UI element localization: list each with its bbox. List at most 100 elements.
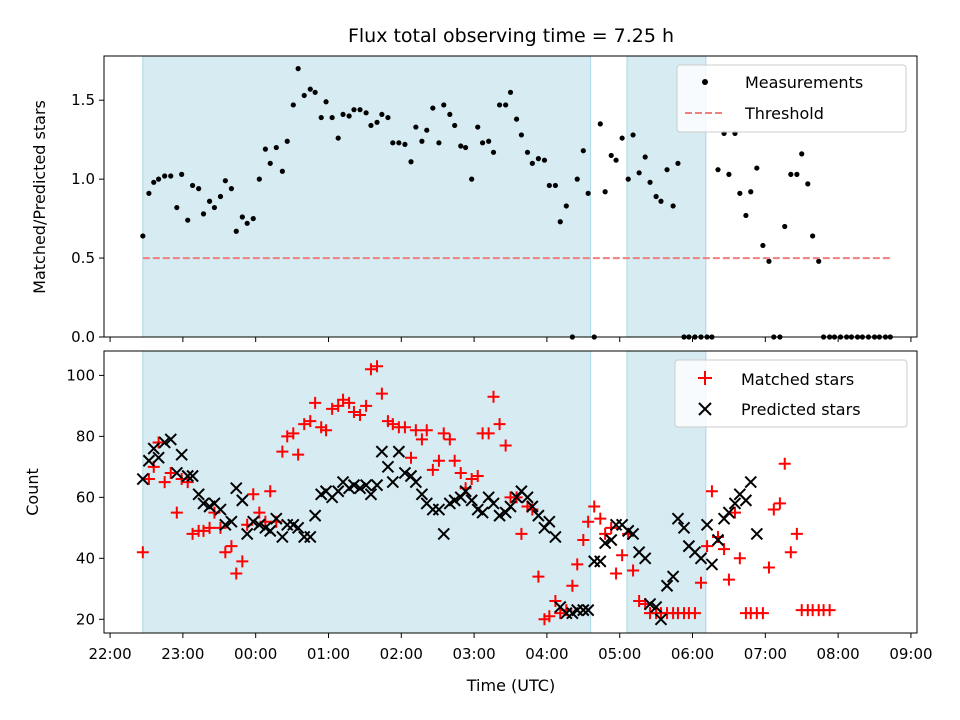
measurement-point (200, 211, 207, 217)
predicted-star-point (392, 445, 406, 458)
measurement-point (475, 124, 481, 130)
matched-star-point (705, 485, 718, 498)
measurement-point (490, 149, 497, 155)
measurement-point (140, 233, 146, 239)
predicted-star-point (605, 533, 618, 547)
x-tick-label: 04:00 (525, 645, 568, 663)
predicted-star-point (398, 466, 412, 480)
matched-star-point (543, 610, 556, 623)
measurement-point (563, 203, 569, 209)
top-legend-box (676, 64, 907, 133)
predicted-star-point (654, 613, 668, 626)
matched-star-point (701, 540, 714, 553)
matched-star-point (230, 567, 243, 580)
measurement-point (441, 102, 447, 108)
measurement-point (340, 111, 346, 118)
y-tick-label: 80 (76, 427, 95, 445)
predicted-star-point (142, 454, 156, 467)
measurement-point (408, 159, 414, 165)
measurement-point (766, 258, 772, 264)
matched-star-point (432, 454, 445, 467)
matched-star-point (566, 579, 579, 592)
predicted-star-point (164, 433, 177, 446)
measurement-point (580, 148, 586, 154)
top-y-axis: 0.0 0.5 1.0 1.5 (71, 91, 104, 346)
predicted-star-point (175, 448, 188, 461)
measurement-point (174, 204, 180, 211)
matched-star-point (337, 393, 350, 406)
matched-star-point (554, 607, 567, 620)
legend-measurements-marker (702, 79, 708, 85)
y-tick-label: 1.0 (71, 170, 95, 188)
x-tick-label: 05:00 (598, 645, 641, 663)
measurement-point (788, 171, 794, 177)
measurement-point (782, 223, 788, 230)
matched-star-point (298, 418, 311, 431)
predicted-star-point (705, 558, 719, 571)
matched-star-point (499, 439, 512, 452)
matched-star-point (309, 396, 322, 409)
measurement-point (613, 157, 619, 163)
matched-star-point (214, 521, 227, 534)
measurement-point (228, 186, 235, 192)
top-measurement-points (140, 66, 893, 340)
matched-star-point (281, 430, 294, 443)
measurement-point (524, 149, 531, 155)
matched-star-point (778, 457, 791, 470)
measurement-point (156, 176, 162, 182)
x-tick-label: 07:00 (744, 645, 787, 663)
measurement-point (653, 193, 659, 200)
measurement-point (196, 186, 202, 192)
predicted-star-point (236, 494, 249, 507)
measurement-point (486, 138, 492, 144)
measurement-point (436, 140, 442, 146)
matched-star-point (409, 424, 422, 437)
measurement-point (503, 102, 509, 108)
predicted-star-point (677, 521, 691, 535)
matched-star-point (571, 558, 584, 571)
chart-title: Flux total observing time = 7.25 h (348, 25, 674, 47)
measurement-point (670, 203, 676, 209)
predicted-star-point (532, 509, 545, 522)
measurement-point (301, 92, 307, 99)
predicted-star-point (415, 488, 429, 501)
matched-star-point (158, 476, 171, 489)
matched-star-point (594, 512, 607, 525)
measurement-point (146, 190, 152, 196)
x-tick-label: 02:00 (380, 645, 423, 663)
predicted-star-point (270, 512, 283, 525)
x-tick-label: 08:00 (817, 645, 860, 663)
predicted-star-point (649, 600, 663, 614)
predicted-star-point (264, 524, 277, 538)
measurement-point (179, 171, 185, 177)
measurement-point (619, 135, 625, 141)
measurement-point (262, 146, 268, 152)
matched-star-point (515, 527, 528, 540)
matched-star-point (437, 427, 450, 440)
y-tick-label: 100 (66, 366, 95, 384)
measurement-point (447, 111, 453, 118)
matched-star-point (142, 473, 155, 486)
matched-star-point (197, 524, 210, 537)
predicted-star-point (247, 515, 260, 528)
predicted-star-point (543, 515, 556, 528)
matched-star-point (170, 506, 183, 519)
matched-star-point (292, 448, 305, 461)
matched-star-point (588, 500, 601, 513)
matched-star-point (253, 506, 266, 519)
predicted-star-point (487, 497, 500, 510)
predicted-star-point (253, 518, 266, 531)
matched-star-point (354, 409, 367, 422)
measurement-point (794, 171, 800, 177)
measurement-point (323, 99, 329, 105)
matched-star-point (823, 604, 836, 617)
legend-predicted-marker (698, 402, 712, 416)
measurement-point (760, 242, 766, 249)
top-panel-frame (103, 55, 918, 338)
predicted-star-point (291, 521, 305, 535)
measurement-point (267, 160, 273, 166)
top-x-tick-marks (109, 337, 912, 342)
x-tick-label: 09:00 (889, 645, 932, 663)
x-axis: 22:00 23:00 00:00 01:00 02:00 03:00 04:00 05:00… (88, 633, 933, 663)
bottom-count-points (136, 360, 836, 626)
